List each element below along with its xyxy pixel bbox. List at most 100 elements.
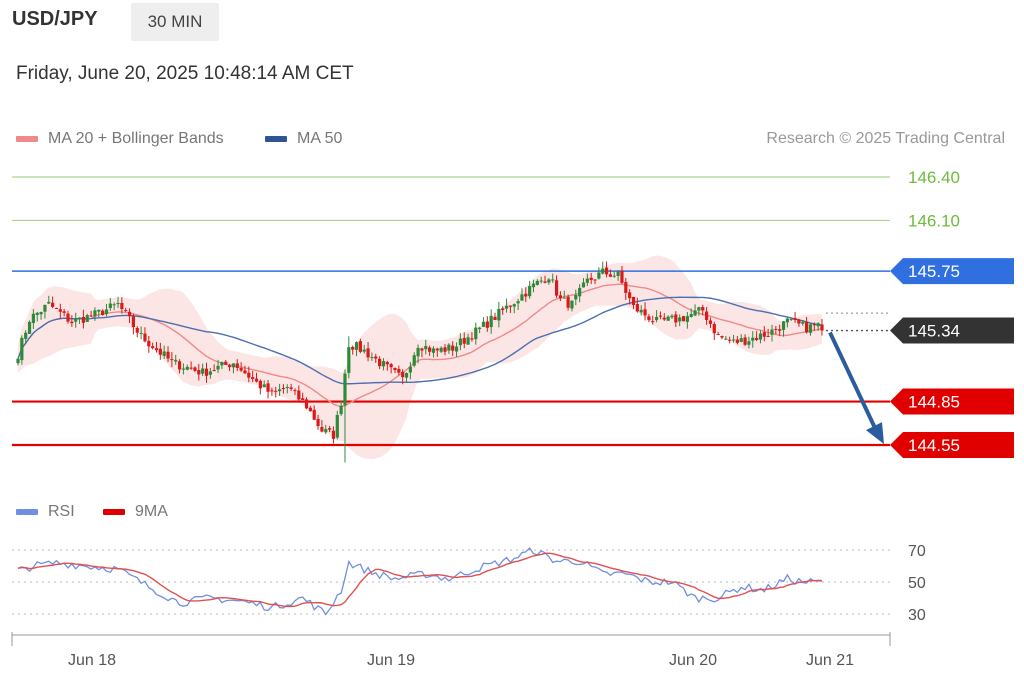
candle xyxy=(343,369,347,463)
pivot-label: 145.75 xyxy=(908,262,960,281)
candle xyxy=(681,315,686,322)
rsi-level-label: 70 xyxy=(908,543,926,560)
candle-body xyxy=(251,377,255,380)
candle xyxy=(74,312,78,328)
candle-body xyxy=(389,364,393,368)
candle xyxy=(135,326,139,338)
candle xyxy=(247,366,251,383)
x-tick-label: Jun 19 xyxy=(367,652,415,669)
candle-body xyxy=(381,361,386,367)
rsi-line xyxy=(17,546,823,616)
target-label: 146.40 xyxy=(908,168,960,187)
candle-body xyxy=(743,337,747,345)
candle-body xyxy=(304,399,309,409)
candle xyxy=(716,331,720,336)
candle-body xyxy=(666,316,670,321)
candle xyxy=(277,383,282,397)
candle xyxy=(539,276,543,284)
candle xyxy=(93,307,97,321)
candle-body xyxy=(781,321,786,330)
pivot-tag xyxy=(890,258,1014,285)
candle-body xyxy=(701,307,705,311)
candle-body xyxy=(454,346,459,352)
candle xyxy=(262,380,266,388)
candle-body xyxy=(331,430,336,439)
candle-body xyxy=(158,348,162,355)
candle xyxy=(120,297,124,314)
candle xyxy=(597,267,601,280)
candle xyxy=(762,326,766,342)
candle-body xyxy=(478,327,482,330)
candle xyxy=(485,316,489,332)
candle-body xyxy=(347,347,351,373)
candle xyxy=(258,379,262,395)
candle xyxy=(339,401,343,416)
candle-body xyxy=(135,327,139,333)
candle xyxy=(116,296,120,308)
candle xyxy=(693,304,697,317)
candle-body xyxy=(558,295,563,299)
candle-body xyxy=(27,321,32,334)
candle xyxy=(358,338,362,354)
candle xyxy=(416,344,420,364)
candle-body xyxy=(124,310,128,312)
candle xyxy=(454,342,459,357)
candle-body xyxy=(574,295,578,300)
candle-body xyxy=(435,348,439,351)
candle xyxy=(389,362,393,374)
candle xyxy=(470,332,474,342)
candle xyxy=(51,296,55,309)
candle-body xyxy=(755,337,759,340)
candle-body xyxy=(658,315,663,317)
candle xyxy=(16,358,20,366)
candle xyxy=(547,278,551,285)
candle xyxy=(801,320,805,326)
candle xyxy=(89,310,93,317)
candle-body xyxy=(728,339,732,341)
candle xyxy=(466,333,470,345)
candle xyxy=(474,322,478,345)
candle-body xyxy=(358,341,362,352)
chart-datetime: Friday, June 20, 2025 10:48:14 AM CET xyxy=(16,63,354,84)
candle-body xyxy=(708,320,713,324)
candle-body xyxy=(54,308,59,310)
candle xyxy=(778,324,782,337)
candles xyxy=(16,261,824,463)
candle xyxy=(647,314,651,323)
candle xyxy=(635,297,639,313)
candle-body xyxy=(528,286,532,297)
candle-body xyxy=(66,313,70,322)
support-tag xyxy=(890,432,1014,458)
candle xyxy=(508,305,513,314)
target-label: 146.10 xyxy=(908,211,960,230)
candle-body xyxy=(428,347,432,352)
candle xyxy=(270,387,274,396)
candle-body xyxy=(227,365,232,368)
candle-body xyxy=(297,390,301,400)
candle xyxy=(166,346,170,362)
candle xyxy=(151,342,155,350)
candle-body xyxy=(651,321,655,323)
candle xyxy=(504,298,509,313)
candle xyxy=(651,315,655,325)
candle-body xyxy=(481,321,486,327)
candle xyxy=(393,367,397,374)
candle-body xyxy=(266,383,270,392)
timeframe-badge[interactable]: 30 MIN xyxy=(131,3,219,41)
candle xyxy=(58,303,62,319)
candle xyxy=(274,386,278,398)
candle xyxy=(785,316,789,328)
candle xyxy=(528,280,532,299)
candle-body xyxy=(762,332,766,337)
candle xyxy=(185,364,189,371)
candle xyxy=(251,370,255,383)
candle-body xyxy=(47,301,51,304)
candle-body xyxy=(93,310,97,317)
candle xyxy=(401,369,405,385)
candle xyxy=(558,291,563,302)
candle-body xyxy=(539,280,543,282)
candle xyxy=(497,301,501,328)
candle-body xyxy=(724,338,728,340)
candle xyxy=(551,273,555,283)
